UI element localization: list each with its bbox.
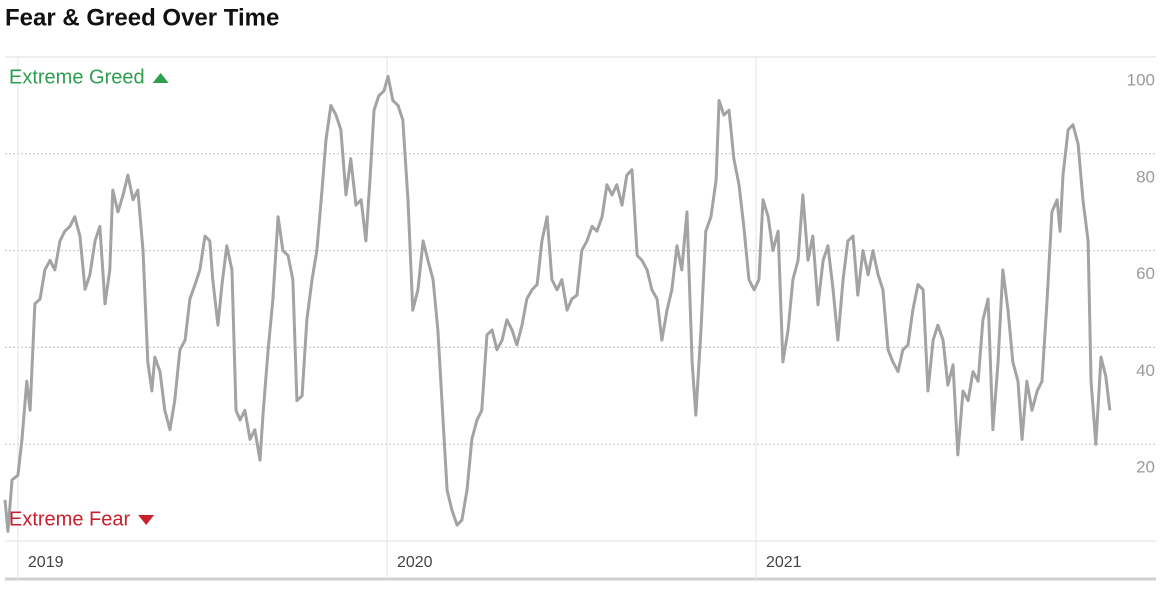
- data-line: [3, 74, 1112, 533]
- y-tick-label: 40: [1136, 361, 1155, 380]
- labels: 20 40 60 80 100 2019 2020 2021 Extreme Greed Extr…: [9, 66, 1155, 571]
- annotation: Extreme Fear: [9, 508, 130, 530]
- grid: [5, 56, 1156, 579]
- plot: [3, 74, 1112, 533]
- x-tick-label: 2019: [28, 554, 64, 571]
- chart-title: Fear & Greed Over Time: [5, 4, 279, 31]
- annotation-arrow: [138, 515, 155, 525]
- annotation: Extreme Greed: [9, 66, 145, 88]
- x-tick-label: 2021: [766, 554, 802, 571]
- annotation-arrow: [152, 73, 169, 83]
- x-tick-label: 2020: [397, 554, 433, 571]
- y-tick-label: 60: [1136, 264, 1155, 283]
- y-tick-label: 100: [1127, 70, 1155, 89]
- y-tick-label: 20: [1136, 458, 1155, 477]
- y-tick-label: 80: [1136, 167, 1155, 186]
